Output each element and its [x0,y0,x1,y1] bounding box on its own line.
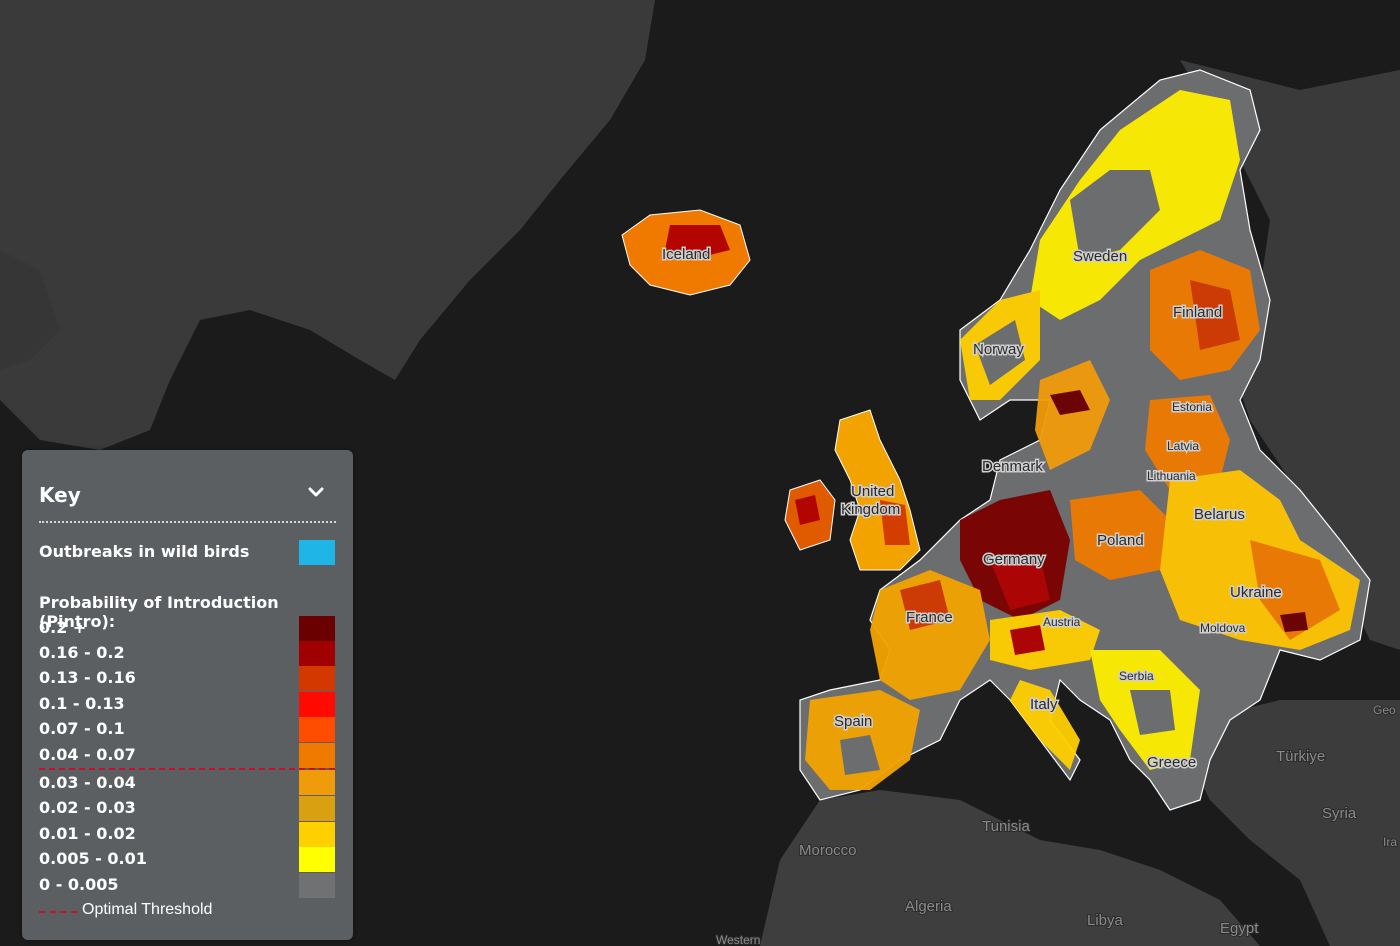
label-serbia: Serbia [1119,669,1154,683]
label-kingdom: Kingdom [841,501,900,518]
label-united: United [851,483,894,500]
greenland-landmass [0,0,655,450]
probability-title: Probability of Introduction (Pintro): [39,593,279,631]
label-western: Western [716,933,760,946]
legend-class-swatch [299,796,335,821]
legend-class-label: 0.1 - 0.13 [39,694,125,713]
outbreaks-swatch [299,540,335,565]
label-morocco: Morocco [799,842,857,859]
label-greece: Greece [1147,754,1196,771]
legend-class-swatch [299,873,335,898]
legend-class-swatch [299,692,335,717]
label-austria: Austria [1043,615,1081,629]
legend-class-label: 0.01 - 0.02 [39,824,136,843]
label-sweden: Sweden [1073,248,1127,265]
optimal-threshold-label: Optimal Threshold [82,901,213,918]
label-norway: Norway [973,341,1024,358]
legend-class-swatch [299,641,335,666]
label-geo: Geo [1373,703,1396,717]
legend-class-label: 0.005 - 0.01 [39,849,147,868]
chevron-down-icon[interactable] [306,482,326,502]
legend-class-swatch [299,717,335,742]
label-ira: Ira [1383,835,1397,849]
legend-class-swatch [299,847,335,872]
legend-class-label: 0.07 - 0.1 [39,719,125,738]
label-egypt: Egypt [1220,920,1259,937]
legend-class-label: 0.03 - 0.04 [39,773,136,792]
canada-landmass [0,250,60,370]
legend-divider [39,521,336,523]
label-ukraine: Ukraine [1230,584,1282,601]
label-libya: Libya [1087,912,1124,929]
legend-class-swatch [299,822,335,847]
optimal-threshold-icon [39,911,77,913]
legend-class-label: 0.04 - 0.07 [39,745,136,764]
north-africa-landmass [760,790,1260,946]
outbreaks-label: Outbreaks in wild birds [39,542,250,561]
legend-class-swatch [299,616,335,641]
legend-class-label: 0.02 - 0.03 [39,798,136,817]
label-spain: Spain [834,713,872,730]
label-syria: Syria [1322,805,1357,822]
legend-panel: Key Outbreaks in wild birds Probability … [22,450,353,940]
label-germany: Germany [983,551,1045,568]
russia-landmass [1180,60,1400,650]
label-estonia: Estonia [1172,400,1212,414]
probability-raster [665,90,1360,790]
legend-class-swatch [299,666,335,691]
label-poland: Poland [1097,532,1144,549]
label-denmark: Denmark [982,458,1043,475]
turkey-landmass [1190,700,1400,946]
label-lithuania: Lithuania [1147,469,1196,483]
label-turkiye: Türkiye [1276,748,1325,765]
label-france: France [906,609,953,626]
legend-class-label: 0.16 - 0.2 [39,643,125,662]
legend-class-label: 0.2 + [39,618,87,637]
label-latvia: Latvia [1167,439,1199,453]
legend-title: Key [39,483,81,507]
label-iceland: Iceland [662,246,710,263]
label-italy: Italy [1030,696,1058,713]
country-labels: Iceland Sweden Finland Norway Estonia La… [661,245,1399,946]
legend-class-label: 0.13 - 0.16 [39,668,136,687]
label-tunisia: Tunisia [982,818,1030,835]
legend-class-label: 0 - 0.005 [39,875,119,894]
legend-class-swatch [299,743,335,768]
label-moldova: Moldova [1200,621,1246,635]
label-algeria: Algeria [905,898,952,915]
legend-class-swatch [299,770,335,795]
label-belarus: Belarus [1194,506,1245,523]
label-finland: Finland [1173,304,1222,321]
threshold-line [39,768,335,770]
